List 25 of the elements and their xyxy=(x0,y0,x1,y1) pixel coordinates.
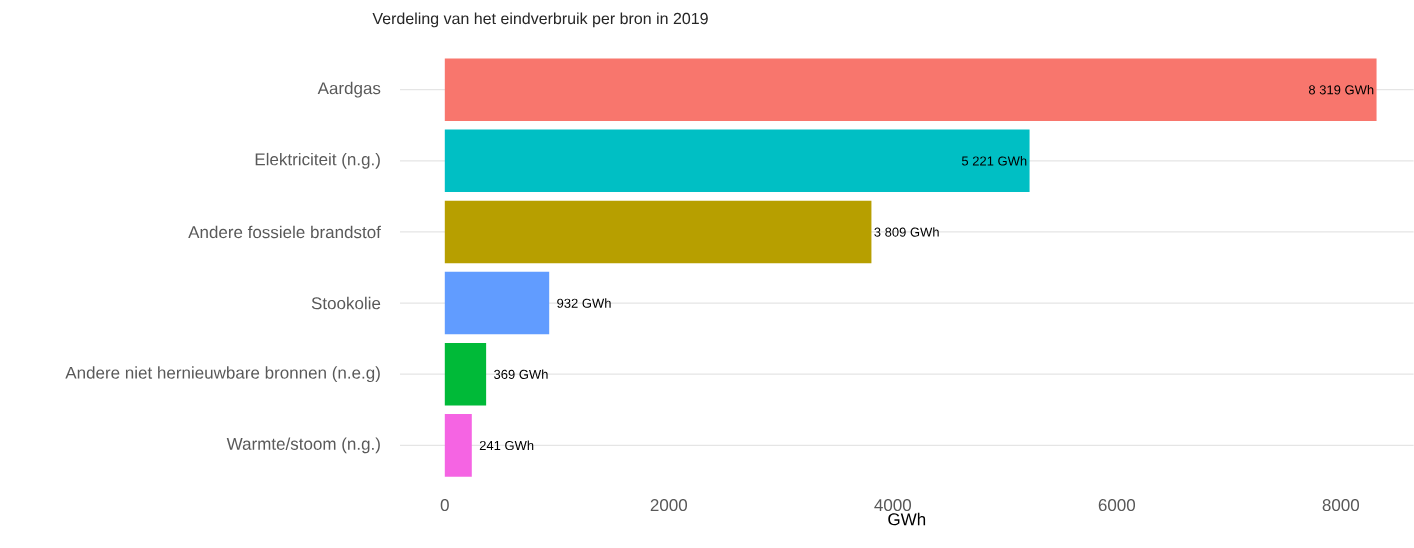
y-tick-label: Elektriciteit (n.g.) xyxy=(255,152,380,169)
data-label: 3 809 GWh xyxy=(874,227,939,237)
chart-title: Verdeling van het eindverbruik per bron in 2019 xyxy=(372,12,708,28)
bar xyxy=(444,129,1030,193)
bar xyxy=(444,342,487,406)
y-tick-label: Stookolie xyxy=(311,296,381,310)
x-tick-label: 8000 xyxy=(1322,499,1360,512)
bar xyxy=(444,200,872,264)
data-label: 5 221 GWh xyxy=(961,156,1027,166)
x-tick-label: 0 xyxy=(440,499,449,512)
bar xyxy=(444,414,472,477)
data-label: 8 319 GWh xyxy=(1308,84,1374,95)
y-tick-label: Andere niet hernieuwbare bronnen (n.e.g) xyxy=(65,366,380,383)
data-label: 241 GWh xyxy=(479,440,534,451)
data-label: 369 GWh xyxy=(494,369,548,379)
bar xyxy=(444,271,550,335)
x-tick-label: 2000 xyxy=(650,499,688,512)
x-axis-title: GWh xyxy=(888,512,926,526)
y-tick-label: Andere fossiele brandstof xyxy=(188,225,381,239)
data-label: 932 GWh xyxy=(557,298,611,308)
x-tick-label: 6000 xyxy=(1098,499,1136,512)
y-tick-label: Warmte/stoom (n.g.) xyxy=(226,437,380,454)
bar xyxy=(444,58,1377,121)
y-tick-label: Aardgas xyxy=(317,81,381,98)
x-tick-label: 4000 xyxy=(874,499,912,512)
